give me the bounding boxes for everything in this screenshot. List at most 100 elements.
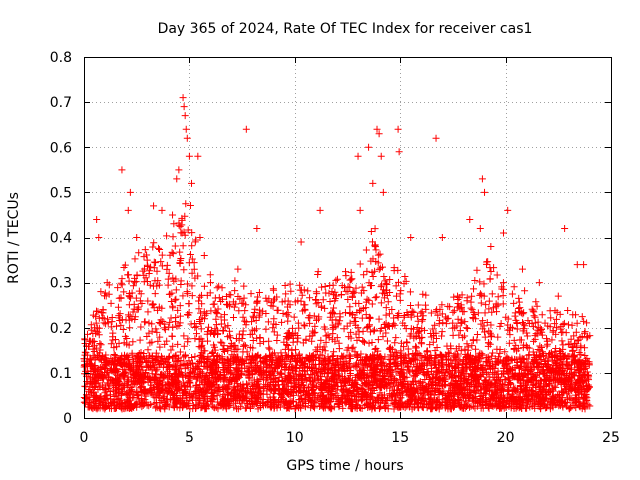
data-point (376, 404, 384, 412)
data-point (575, 390, 583, 398)
data-point (541, 319, 549, 327)
data-point (234, 382, 242, 390)
data-point (500, 357, 508, 365)
data-point (270, 349, 278, 357)
data-point (505, 374, 513, 382)
data-point (270, 315, 278, 323)
data-point (208, 402, 216, 410)
data-point (360, 388, 368, 396)
data-point (163, 390, 171, 398)
data-point (104, 380, 112, 388)
data-point (348, 376, 356, 384)
data-point (219, 346, 227, 354)
data-point (567, 403, 575, 411)
data-point (87, 378, 95, 386)
data-point (85, 342, 93, 350)
data-point (391, 321, 399, 329)
data-point (574, 336, 582, 344)
data-point (208, 350, 216, 358)
data-point (209, 300, 217, 308)
data-point (271, 365, 279, 373)
data-point (487, 321, 495, 329)
data-point (306, 352, 314, 360)
data-point (513, 399, 521, 407)
data-point (234, 345, 242, 353)
data-point (441, 371, 449, 379)
data-point (132, 400, 140, 408)
data-point (247, 388, 255, 396)
data-point (529, 360, 537, 368)
data-point (156, 343, 164, 351)
data-point (188, 292, 196, 300)
data-point (473, 336, 481, 344)
data-point (134, 378, 142, 386)
data-point (351, 373, 359, 381)
data-point (176, 248, 184, 256)
data-point (284, 309, 292, 317)
data-point (108, 377, 116, 385)
data-point (402, 357, 410, 365)
data-point (577, 343, 585, 351)
data-point (242, 380, 250, 388)
data-point (486, 373, 494, 381)
data-point (159, 363, 167, 371)
data-point (453, 350, 461, 358)
data-point (358, 314, 366, 322)
data-point (123, 399, 131, 407)
data-point (286, 369, 294, 377)
data-point (528, 390, 536, 398)
data-point (359, 305, 367, 313)
data-point (556, 374, 564, 382)
data-point (195, 305, 203, 313)
data-point (511, 386, 519, 394)
data-point (407, 325, 415, 333)
data-point (375, 382, 383, 390)
data-point (542, 403, 550, 411)
data-point (244, 401, 252, 409)
data-point (500, 404, 508, 412)
data-point (455, 331, 463, 339)
data-point (365, 379, 373, 387)
data-point (102, 362, 110, 370)
data-point (270, 368, 278, 376)
data-point (128, 394, 136, 402)
data-point (453, 383, 461, 391)
data-point (331, 337, 339, 345)
data-point (363, 267, 371, 275)
data-point (169, 274, 177, 282)
data-point (156, 320, 164, 328)
data-point (418, 325, 426, 333)
data-point (444, 314, 452, 322)
data-point (421, 353, 429, 361)
data-point (558, 387, 566, 395)
data-point (333, 275, 341, 283)
data-point (253, 298, 261, 306)
data-point (184, 226, 192, 234)
data-point (547, 314, 555, 322)
data-point (194, 272, 202, 280)
data-point (463, 297, 471, 305)
data-point (450, 293, 458, 301)
data-point (357, 374, 365, 382)
data-point (486, 264, 494, 272)
data-point (277, 370, 285, 378)
data-point (99, 398, 107, 406)
data-point (371, 225, 379, 233)
data-point (98, 314, 106, 322)
data-point (561, 377, 569, 385)
data-point (270, 389, 278, 397)
data-point (471, 310, 479, 318)
data-point (419, 315, 427, 323)
data-point (359, 337, 367, 345)
data-point (332, 276, 340, 284)
data-point (226, 332, 234, 340)
data-point (574, 337, 582, 345)
data-point (235, 336, 243, 344)
data-point (286, 397, 294, 405)
data-point (347, 268, 355, 276)
data-point (501, 376, 509, 384)
data-point (546, 398, 554, 406)
data-point (429, 332, 437, 340)
data-point (174, 306, 182, 314)
data-point (414, 301, 422, 309)
